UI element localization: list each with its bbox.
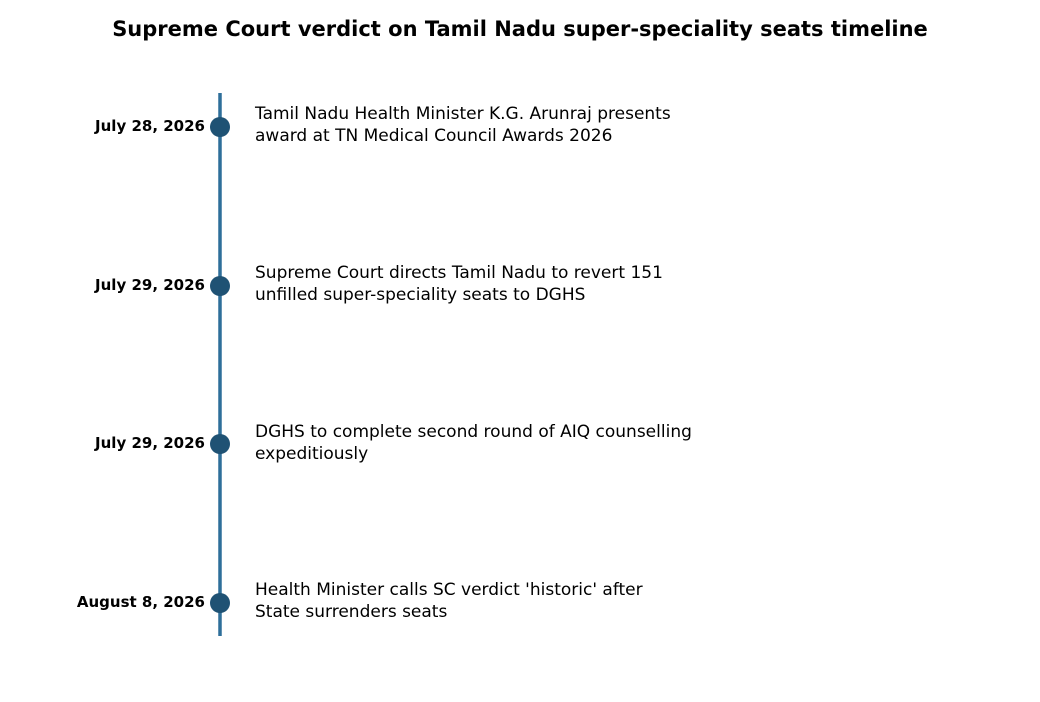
event-description: Supreme Court directs Tamil Nadu to reve… <box>255 262 775 306</box>
timeline-title: Supreme Court verdict on Tamil Nadu supe… <box>112 17 928 41</box>
event-date: July 28, 2026 <box>95 117 205 135</box>
event-description-line: State surrenders seats <box>255 602 448 622</box>
timeline-marker-4 <box>210 593 230 613</box>
event-description-line: award at TN Medical Council Awards 2026 <box>255 126 613 146</box>
event-date: July 29, 2026 <box>95 434 205 452</box>
event-description-line: DGHS to complete second round of AIQ cou… <box>255 422 692 442</box>
event-description-line: Tamil Nadu Health Minister K.G. Arunraj … <box>255 104 671 124</box>
event-date: August 8, 2026 <box>76 593 205 611</box>
event-description-line: Health Minister calls SC verdict 'histor… <box>255 580 643 600</box>
event-date: July 29, 2026 <box>95 276 205 294</box>
event-description: Health Minister calls SC verdict 'histor… <box>255 579 775 623</box>
event-description-line: expeditiously <box>255 444 369 464</box>
event-description: DGHS to complete second round of AIQ cou… <box>255 421 775 465</box>
event-description: Tamil Nadu Health Minister K.G. Arunraj … <box>255 103 775 147</box>
timeline-marker-1 <box>210 117 230 137</box>
timeline-marker-3 <box>210 434 230 454</box>
event-description-line: Supreme Court directs Tamil Nadu to reve… <box>255 263 663 283</box>
timeline-marker-2 <box>210 276 230 296</box>
event-description-line: unfilled super-speciality seats to DGHS <box>255 285 586 305</box>
